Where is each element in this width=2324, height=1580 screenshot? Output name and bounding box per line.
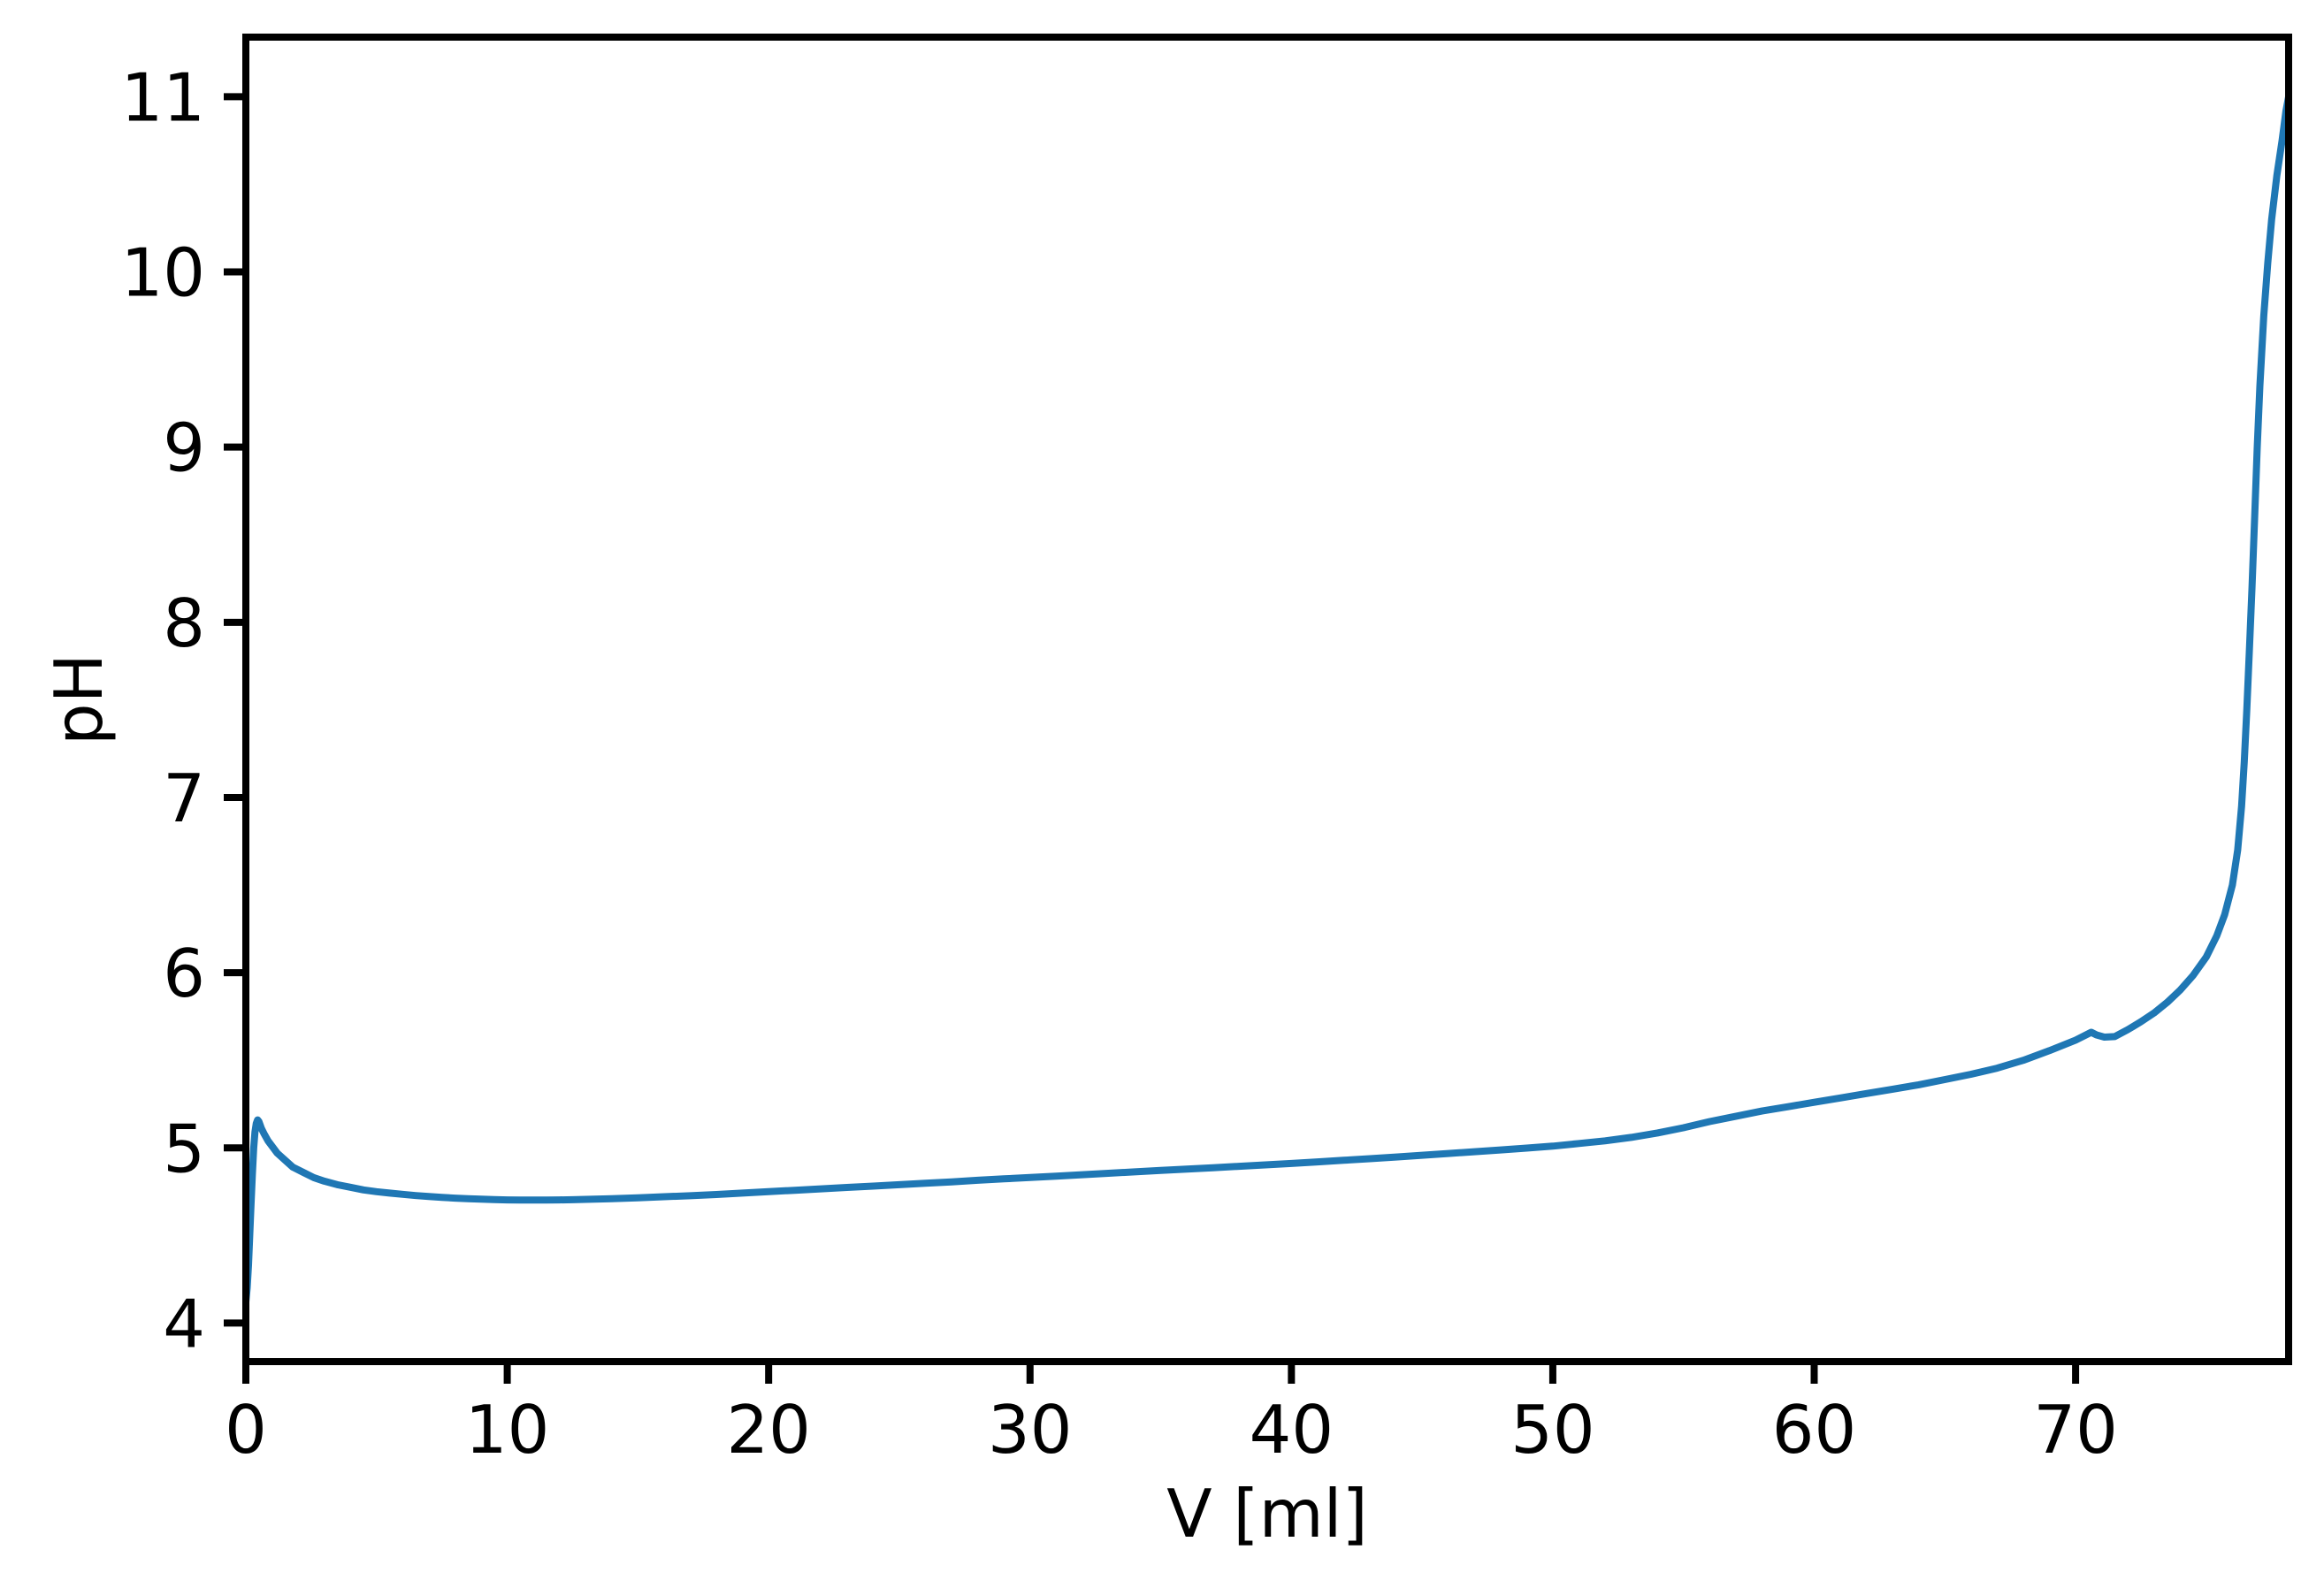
axes-spines: [242, 34, 2292, 1365]
x-tick-label: 40: [1250, 1391, 1334, 1469]
x-axis-label: V [ml]: [1166, 1475, 1368, 1553]
y-tick-label: 4: [163, 1285, 205, 1362]
y-tick-label: 6: [163, 935, 205, 1012]
x-tick-label: 10: [465, 1391, 549, 1469]
x-tick-label: 70: [2033, 1391, 2117, 1469]
x-tick-label: 30: [988, 1391, 1072, 1469]
x-tick-label: 60: [1772, 1391, 1856, 1469]
y-tick-label: 5: [163, 1110, 205, 1187]
titration-curve-line: [246, 93, 2289, 1306]
y-axis-label: pH: [40, 653, 118, 745]
y-tick-label: 9: [163, 409, 205, 487]
y-tick-label: 11: [121, 58, 205, 136]
x-tick-label: 50: [1510, 1391, 1594, 1469]
y-tick-label: 10: [121, 234, 205, 312]
y-tick-label: 7: [163, 759, 205, 837]
x-axis-ticks: 0 10 20 30 40 50 60 70: [225, 1362, 2118, 1469]
y-tick-label: 8: [163, 584, 205, 662]
x-tick-label: 0: [225, 1391, 267, 1469]
y-axis-ticks: 4 5 6 7 8 9 10 11: [121, 58, 246, 1362]
x-tick-label: 20: [726, 1391, 810, 1469]
